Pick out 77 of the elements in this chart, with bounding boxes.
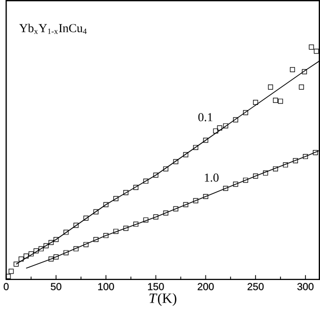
point <box>14 261 19 267</box>
point <box>163 166 168 172</box>
point <box>54 254 59 260</box>
point <box>24 253 29 258</box>
point <box>83 215 89 221</box>
x-tick-label: 200 <box>198 282 214 290</box>
point <box>298 84 304 90</box>
point <box>253 173 258 178</box>
point <box>223 123 228 128</box>
point <box>133 221 138 227</box>
point <box>73 246 79 252</box>
point <box>173 206 178 212</box>
point <box>153 172 158 178</box>
x-tick-label: 0 <box>4 282 9 290</box>
point <box>272 166 278 172</box>
point <box>308 44 314 50</box>
point <box>123 226 128 231</box>
point <box>193 144 198 150</box>
point <box>113 228 118 234</box>
point <box>28 251 34 256</box>
point <box>272 98 278 103</box>
point <box>133 184 138 190</box>
point <box>233 117 238 122</box>
point <box>278 98 284 104</box>
point <box>48 256 54 262</box>
point <box>163 210 168 216</box>
point <box>103 232 108 238</box>
point <box>302 154 308 159</box>
x-tick-label: 50 <box>50 282 62 290</box>
point <box>292 158 298 164</box>
point <box>93 236 98 242</box>
point <box>253 100 258 105</box>
point <box>73 222 79 228</box>
x-tick-label: 300 <box>297 282 314 290</box>
point <box>183 202 188 208</box>
series-label: 1.0 <box>204 173 219 182</box>
point <box>54 236 59 242</box>
point <box>143 178 148 184</box>
point <box>18 256 24 262</box>
x-tick-label: 100 <box>98 282 114 290</box>
point <box>8 268 14 274</box>
point <box>193 198 198 204</box>
point <box>223 186 228 191</box>
point <box>243 178 248 183</box>
point <box>48 240 54 245</box>
point <box>143 217 148 222</box>
point <box>302 69 307 74</box>
point <box>103 202 108 208</box>
point <box>173 158 178 164</box>
point <box>314 48 319 54</box>
point <box>64 230 69 235</box>
point <box>93 209 98 214</box>
point <box>203 194 208 199</box>
point <box>123 190 128 195</box>
point <box>217 125 222 130</box>
x-tick-label: 150 <box>148 282 164 290</box>
point <box>83 242 89 247</box>
x-axis-title: T(K) <box>150 292 176 306</box>
point <box>213 128 218 134</box>
point <box>243 110 248 116</box>
point <box>233 182 238 187</box>
series-label: 0.1 <box>198 112 212 122</box>
point <box>44 243 49 248</box>
point <box>203 138 208 143</box>
point <box>113 196 118 201</box>
point <box>64 250 69 256</box>
text: Yb$_{x}$Y$_{1-x}$InCu$_{4}$ <box>19 24 87 34</box>
point <box>34 248 39 254</box>
point <box>282 162 288 168</box>
point <box>183 152 188 158</box>
point <box>262 170 268 176</box>
point <box>38 246 44 252</box>
point <box>290 66 295 72</box>
x-tick-label: 250 <box>248 282 264 290</box>
point <box>268 84 274 90</box>
point <box>153 214 158 220</box>
point <box>312 150 318 155</box>
